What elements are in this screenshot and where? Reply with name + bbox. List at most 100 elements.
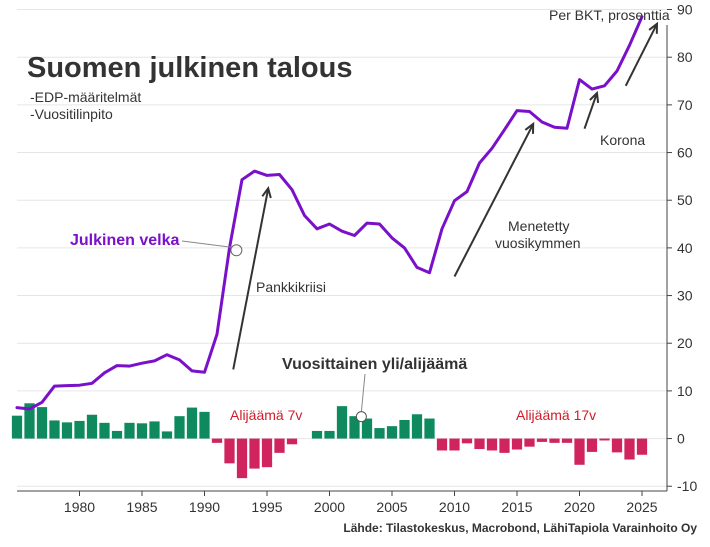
balance-bar xyxy=(224,438,235,464)
balance-bar xyxy=(11,415,23,439)
balance-bar xyxy=(36,407,48,439)
balance-bar xyxy=(61,422,73,439)
balance-bar xyxy=(424,418,435,439)
x-tick-label: 2015 xyxy=(501,499,532,515)
balance-bar xyxy=(624,438,635,460)
x-tick-label: 2000 xyxy=(314,499,345,515)
y-tick-label: 80 xyxy=(677,49,693,65)
balance-bar xyxy=(524,438,535,447)
balance-bar xyxy=(574,438,585,465)
balance-bar xyxy=(386,426,398,439)
balance-bar xyxy=(511,438,523,450)
debt-label-leader xyxy=(181,240,232,248)
balance-bar xyxy=(136,423,148,439)
balance-bar xyxy=(336,406,348,439)
x-tick-label: 1985 xyxy=(126,499,157,515)
x-tick-label: 1995 xyxy=(251,499,282,515)
arrow-menetetty xyxy=(453,123,535,277)
x-tick-label: 2020 xyxy=(564,499,595,515)
balance-bar xyxy=(536,438,548,442)
balance-bar xyxy=(261,438,273,468)
balance-bar xyxy=(324,430,335,439)
y-tick-label: 0 xyxy=(677,431,685,447)
debt-label-marker xyxy=(230,244,243,257)
balance-bar xyxy=(149,421,160,439)
y-tick-label: 60 xyxy=(677,145,693,161)
balance-bar xyxy=(486,438,498,451)
annotation-menetetty-1: Menetetty xyxy=(508,218,569,234)
trend-arrows xyxy=(232,21,659,370)
balance-bar xyxy=(599,438,610,441)
annotation-pankkikriisi: Pankkikriisi xyxy=(256,279,326,295)
balance-bar xyxy=(611,438,623,453)
balance-bar xyxy=(199,411,210,439)
annotation-korona: Korona xyxy=(600,132,645,148)
debt-line xyxy=(15,15,644,411)
balance-bar xyxy=(449,438,460,451)
annotation-alijaama-17v: Alijäämä 17v xyxy=(516,407,596,423)
axes: -10 0 10 20 30 40 50 60 70 80 90 1980 1985 1990 1995 20… xyxy=(17,2,697,515)
arrow-menetetty-head xyxy=(524,121,535,134)
balance-bar xyxy=(111,430,123,439)
balance-bar xyxy=(161,431,173,439)
balance-series-label: Vuosittainen yli/alijäämä xyxy=(282,356,467,373)
x-tick-label: 1980 xyxy=(64,499,95,515)
balance-label-leader xyxy=(360,373,366,412)
balance-bar xyxy=(474,438,485,450)
arrow-pankkikriisi-head xyxy=(261,186,272,199)
balance-bar xyxy=(461,438,473,444)
balance-bar xyxy=(249,438,260,469)
balance-bar xyxy=(561,438,573,443)
arrow-recent xyxy=(624,23,658,87)
balance-bar xyxy=(399,419,410,439)
subtitle-line-1: -EDP-määritelmät xyxy=(30,89,141,105)
balance-bar xyxy=(24,403,35,439)
balance-bar xyxy=(174,416,185,439)
annotation-alijaama-7v: Alijäämä 7v xyxy=(230,407,302,423)
debt-series-label: Julkinen velka xyxy=(70,232,179,249)
source-note: Lähde: Tilastokeskus, Macrobond, LähiTap… xyxy=(343,521,697,535)
y-tick-label: 30 xyxy=(677,288,693,304)
arrow-recent-head xyxy=(648,21,659,34)
balance-label-marker xyxy=(355,411,367,423)
y-tick-label: 90 xyxy=(677,2,693,18)
balance-bar xyxy=(499,438,510,453)
balance-bar xyxy=(99,422,110,439)
balance-bar xyxy=(411,414,423,439)
balance-bar xyxy=(436,438,448,451)
balance-bar xyxy=(236,438,248,479)
debt-line-group xyxy=(15,15,644,423)
arrow-korona xyxy=(583,92,598,130)
balance-bar xyxy=(549,438,560,443)
x-tick-label: 2010 xyxy=(439,499,470,515)
balance-bar xyxy=(211,438,223,443)
balance-bar xyxy=(586,438,598,452)
balance-bar xyxy=(361,418,373,439)
balance-bar xyxy=(74,420,85,439)
subtitle-line-2: -Vuositilinpito xyxy=(30,106,113,122)
balance-bar xyxy=(636,438,648,455)
annotation-menetetty-2: vuosikymmen xyxy=(495,235,581,251)
balance-bar xyxy=(311,430,323,439)
balance-bar xyxy=(186,407,198,439)
y-tick-label: 10 xyxy=(677,383,693,399)
balance-bar xyxy=(374,428,385,439)
x-tick-label: 2025 xyxy=(626,499,657,515)
y-tick-label: 20 xyxy=(677,335,693,351)
balance-bar xyxy=(274,438,285,453)
balance-bar xyxy=(349,416,360,439)
balance-bar xyxy=(86,414,98,439)
y-tick-label: 70 xyxy=(677,97,693,113)
y-tick-label: 40 xyxy=(677,240,693,256)
balance-bar xyxy=(286,438,298,445)
balance-bar xyxy=(124,422,135,439)
y-tick-label: -10 xyxy=(677,478,697,494)
chart-title: Suomen julkinen talous xyxy=(27,52,353,84)
y-unit-label: Per BKT, prosenttia xyxy=(549,7,670,23)
y-tick-label: 50 xyxy=(677,192,693,208)
balance-bar xyxy=(49,420,60,439)
arrow-korona-head xyxy=(589,90,600,104)
arrow-pankkikriisi xyxy=(232,188,270,370)
x-tick-label: 2005 xyxy=(376,499,407,515)
